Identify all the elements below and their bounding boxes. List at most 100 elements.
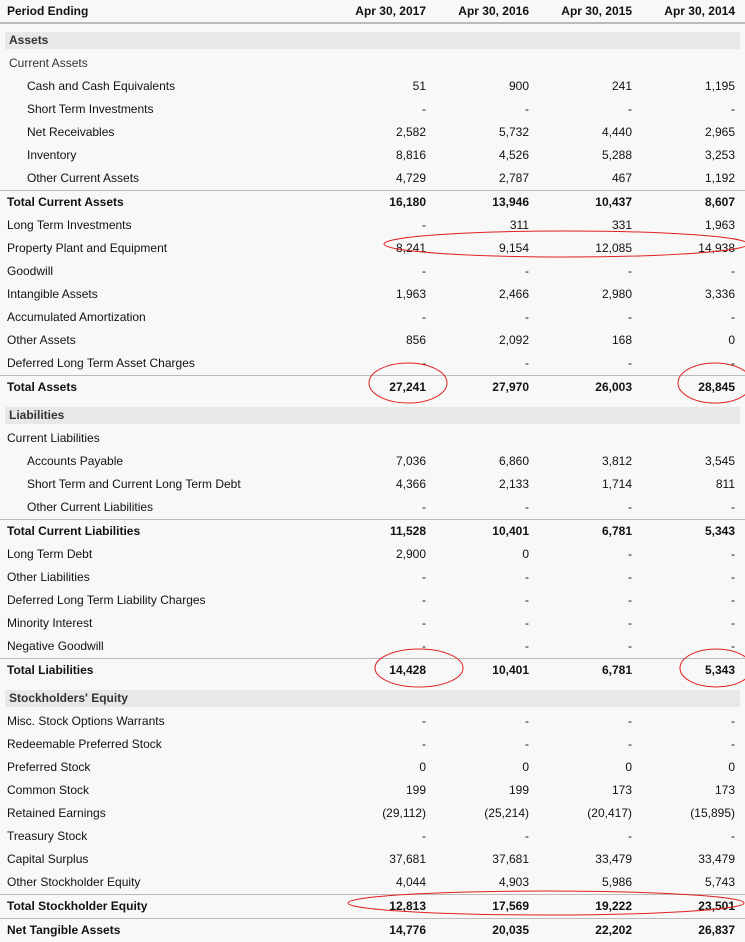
row-value: - [525,500,529,514]
row-value: 6,781 [601,663,632,677]
row-label: Current Liabilities [7,431,100,445]
row-value: 3,253 [704,148,735,162]
row-value: 856 [405,333,426,347]
row-value: - [731,310,735,324]
row-value: 26,837 [698,923,735,937]
row-label: Negative Goodwill [7,639,104,653]
table-row: Cash and Cash Equivalents 51 900 241 1,195 [0,75,745,98]
row-value: 0 [522,760,529,774]
row-value: 8,816 [395,148,426,162]
row-value: - [525,102,529,116]
row-value: - [628,714,632,728]
row-value: 8,607 [704,195,735,209]
row-label: Short Term Investments [27,102,154,116]
row-value: 12,085 [595,241,632,255]
table-row: Minority Interest - - - - [0,612,745,635]
row-value: - [628,639,632,653]
row-value: 10,401 [492,663,529,677]
total-row: Total Current Liabilities 11,528 10,401 6,7… [0,519,745,543]
row-value: - [628,264,632,278]
row-value: 8,241 [395,241,426,255]
row-value: - [731,264,735,278]
row-label: Property Plant and Equipment [7,241,168,255]
row-value: - [525,593,529,607]
column-header: Apr 30, 2015 [561,4,632,18]
row-value: - [731,829,735,843]
table-row: Retained Earnings (29,112) (25,214) (20,417… [0,802,745,825]
row-value: - [525,829,529,843]
row-value: 2,092 [498,333,529,347]
row-value: 1,963 [395,287,426,301]
row-value: 12,813 [389,899,426,913]
table-row: Current Liabilities [0,427,745,450]
row-label: Other Liabilities [7,570,90,584]
row-value: 3,812 [601,454,632,468]
section-header: Stockholders' Equity [0,682,745,710]
row-value: 173 [611,783,632,797]
row-value: 23,501 [698,899,735,913]
row-value: - [731,639,735,653]
row-label: Short Term and Current Long Term Debt [27,477,241,491]
row-value: 27,970 [492,380,529,394]
row-label: Cash and Cash Equivalents [27,79,176,93]
table-row: Goodwill - - - - [0,260,745,283]
row-value: - [422,102,426,116]
row-value: 2,466 [498,287,529,301]
table-row: Current Assets [0,52,745,75]
row-value: 14,428 [389,663,426,677]
column-header: Apr 30, 2014 [664,4,735,18]
row-label: Deferred Long Term Liability Charges [7,593,206,607]
row-value: 5,743 [704,875,735,889]
row-value: 10,401 [492,524,529,538]
row-value: 3,336 [704,287,735,301]
row-value: - [422,829,426,843]
row-value: 5,343 [704,524,735,538]
table-row: Misc. Stock Options Warrants - - - - [0,710,745,733]
row-value: 2,965 [704,125,735,139]
row-label: Preferred Stock [7,760,91,774]
row-value: 6,781 [601,524,632,538]
row-value: 0 [625,760,632,774]
row-value: 467 [611,171,632,185]
row-value: 0 [522,547,529,561]
table-row: Inventory 8,816 4,526 5,288 3,253 [0,144,745,167]
table-row: Accounts Payable 7,036 6,860 3,812 3,545 [0,450,745,473]
row-value: 0 [728,333,735,347]
total-row: Total Current Assets 16,180 13,946 10,437 8,… [0,190,745,214]
row-value: - [628,500,632,514]
row-value: - [628,310,632,324]
row-value: 3,545 [704,454,735,468]
row-value: 199 [405,783,426,797]
row-value: - [422,356,426,370]
row-value: 37,681 [492,852,529,866]
table-row: Deferred Long Term Asset Charges - - - - [0,352,745,375]
row-value: - [422,218,426,232]
table-row: Long Term Debt 2,900 0 - - [0,543,745,566]
row-value: - [731,616,735,630]
row-value: - [525,264,529,278]
row-value: 10,437 [595,195,632,209]
table-row: Net Receivables 2,582 5,732 4,440 2,965 [0,121,745,144]
row-label: Current Assets [9,56,88,70]
row-value: 2,582 [395,125,426,139]
row-value: 14,776 [389,923,426,937]
row-value: 14,938 [698,241,735,255]
row-value: - [422,500,426,514]
table-row: Negative Goodwill - - - - [0,635,745,658]
row-value: - [731,547,735,561]
row-value: 19,222 [595,899,632,913]
row-label: Long Term Investments [7,218,132,232]
row-label: Net Receivables [27,125,115,139]
row-value: - [731,737,735,751]
table-row: Other Stockholder Equity 4,044 4,903 5,986 5… [0,871,745,894]
row-value: 9,154 [498,241,529,255]
table-row: Short Term and Current Long Term Debt 4,3… [0,473,745,496]
row-value: 33,479 [595,852,632,866]
row-value: 13,946 [492,195,529,209]
section-header: Liabilities [0,399,745,427]
row-value: 51 [412,79,426,93]
row-value: 7,036 [395,454,426,468]
row-label: Stockholders' Equity [5,690,740,707]
row-label: Other Current Assets [27,171,140,185]
row-value: (25,214) [484,806,529,820]
